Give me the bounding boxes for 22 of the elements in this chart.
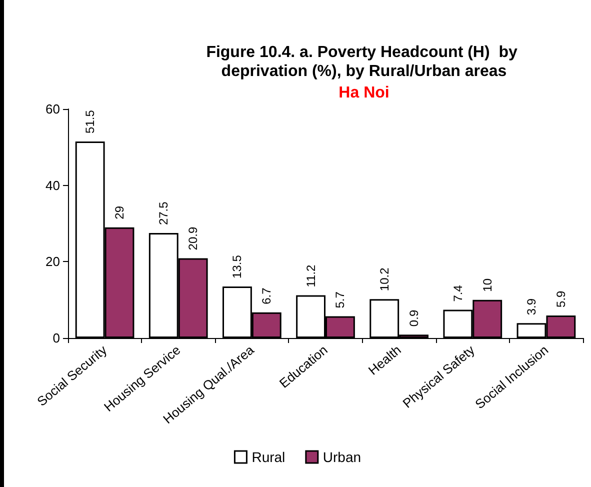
y-tick-label: 20 [46, 254, 60, 270]
data-label: 6.7 [260, 287, 274, 304]
data-label: 5.9 [554, 290, 568, 308]
data-label: 7.4 [450, 284, 465, 302]
chart-subtitle: Ha Noi [338, 84, 390, 102]
chart-title: Figure 10.4. a. Poverty Headcount (H) by deprivation (%), by Rural/Urban areas [206, 44, 522, 80]
data-label: 5.7 [333, 291, 348, 308]
y-tick-label: 0 [52, 330, 60, 346]
data-label: 27.5 [156, 201, 171, 226]
legend-label: Rural [252, 449, 286, 465]
data-label: 10 [480, 278, 494, 292]
data-label: 0.9 [406, 310, 421, 327]
data-label: 3.9 [524, 298, 538, 316]
data-label: 11.2 [304, 264, 318, 288]
data-label: 13.5 [230, 254, 244, 278]
data-label: 29 [112, 206, 126, 220]
legend-label: Urban [322, 449, 362, 465]
y-tick-label: 40 [46, 178, 60, 193]
data-label: 10.2 [377, 267, 392, 292]
y-tick-label: 60 [46, 102, 60, 116]
data-label: 51.5 [83, 110, 98, 134]
data-label: 20.9 [186, 226, 200, 250]
